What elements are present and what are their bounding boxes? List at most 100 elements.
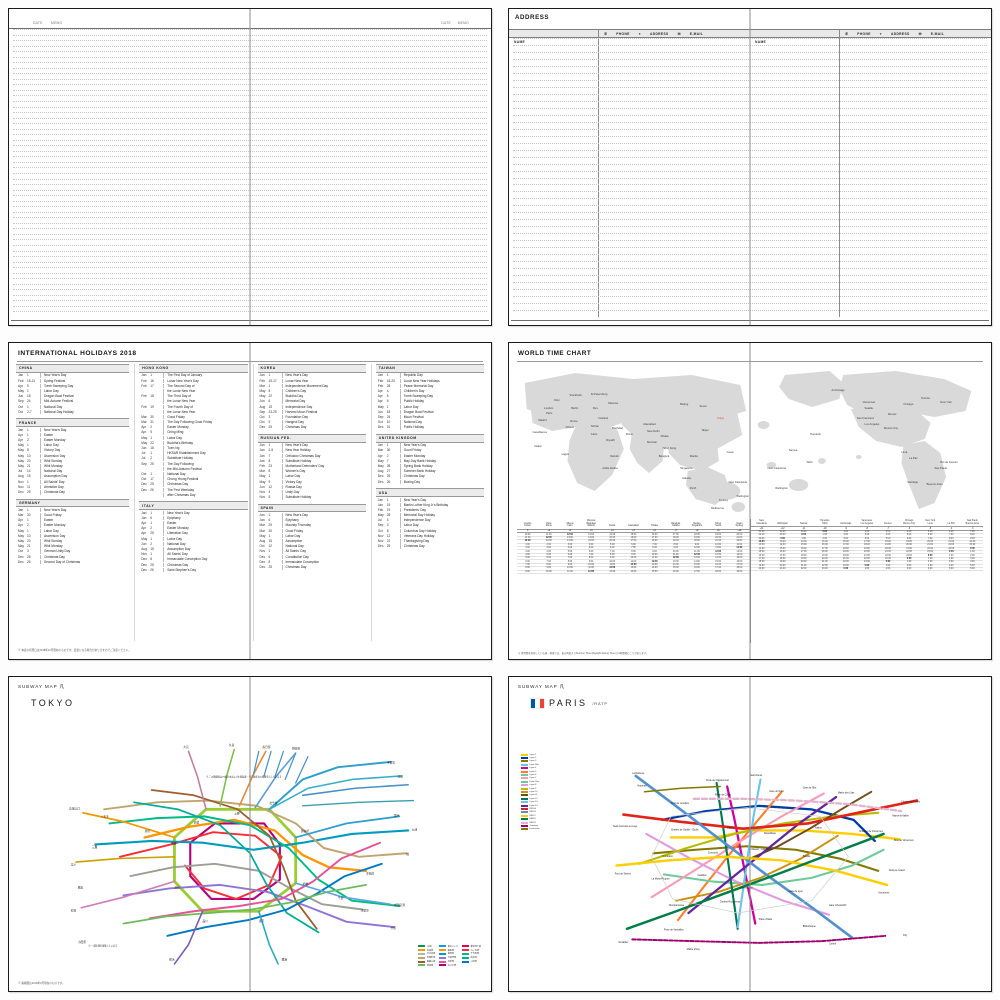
address-rule-line[interactable] (513, 44, 987, 46)
address-rule-line[interactable] (513, 65, 987, 67)
address-rule-line[interactable] (513, 233, 987, 235)
note-rule-line[interactable] (13, 95, 487, 97)
note-rule-line[interactable] (13, 78, 487, 80)
address-rule-line[interactable] (513, 296, 987, 298)
note-rule-line[interactable] (13, 245, 487, 246)
address-rule-line[interactable] (513, 191, 987, 193)
address-rule-line[interactable] (513, 121, 987, 123)
address-rule-line[interactable] (513, 184, 987, 186)
address-rule-line[interactable] (513, 149, 987, 151)
note-rule-line[interactable] (13, 206, 487, 208)
note-rule-line[interactable] (13, 89, 487, 91)
address-rule-line[interactable] (513, 226, 987, 228)
address-rule-line[interactable] (513, 261, 987, 263)
note-rule-line[interactable] (13, 300, 487, 302)
note-rule-line[interactable] (13, 67, 487, 69)
address-rule-line[interactable] (513, 86, 987, 88)
note-rule-line[interactable] (13, 139, 487, 141)
address-rule-line[interactable] (513, 289, 987, 291)
paris-subway-map[interactable]: Porte de Clignancourt Saint-Denis La Défe… (513, 725, 987, 971)
address-rule-line[interactable] (513, 282, 987, 284)
note-rule-line[interactable] (13, 34, 487, 36)
note-rule-line[interactable] (13, 195, 487, 197)
note-rule-line[interactable] (13, 51, 487, 53)
address-rule-line[interactable] (513, 268, 987, 270)
address-rule-line[interactable] (513, 254, 987, 256)
tokyo-subway-map[interactable]: 高尾山口 八王子 新宿 池袋 上野 北千住 錦糸町 船橋 千葉 品川 東京 渋谷 中野 三鷹 立川 … (13, 725, 487, 971)
address-rule-line[interactable] (513, 170, 987, 172)
address-rule-line[interactable] (513, 114, 987, 116)
note-rule-line[interactable] (13, 267, 487, 269)
note-rule-line[interactable] (13, 222, 487, 224)
note-rule-line[interactable] (13, 305, 487, 307)
note-rule-line[interactable] (13, 40, 487, 42)
note-rule-line[interactable] (13, 73, 487, 75)
address-rule-line[interactable] (513, 275, 987, 277)
note-rule-line[interactable] (13, 56, 487, 58)
timezone-cell: 10:00 (622, 556, 645, 561)
note-rule-line[interactable] (13, 228, 487, 230)
address-rule-line[interactable] (513, 72, 987, 74)
address-rule-line[interactable] (513, 212, 987, 214)
note-rule-line[interactable] (13, 106, 487, 108)
holiday-day: 29 (268, 523, 273, 528)
address-rule-line[interactable] (513, 163, 987, 165)
address-rule-line[interactable] (513, 198, 987, 200)
address-entry-rows[interactable] (509, 38, 991, 317)
note-rule-line[interactable] (13, 62, 487, 64)
timezone-cell: 9:00 (665, 546, 687, 551)
note-rule-line[interactable] (13, 128, 487, 130)
note-rule-line[interactable] (13, 45, 487, 47)
note-rule-line[interactable] (13, 261, 487, 263)
address-rule-line[interactable] (513, 100, 987, 102)
note-rule-line[interactable] (13, 134, 487, 136)
note-rule-line[interactable] (13, 29, 487, 30)
note-rule-line[interactable] (13, 217, 487, 219)
address-rule-line[interactable] (513, 135, 987, 137)
timezone-cell: 14:00 (601, 532, 623, 537)
address-rule-line[interactable] (513, 79, 987, 81)
note-rule-line[interactable] (13, 117, 487, 119)
note-rule-line[interactable] (13, 278, 487, 280)
note-rule-line[interactable] (13, 112, 487, 114)
address-rule-line[interactable] (513, 205, 987, 207)
address-rule-line[interactable] (513, 177, 987, 179)
address-rule-line[interactable] (513, 107, 987, 109)
note-rule-line[interactable] (13, 156, 487, 158)
note-rule-line[interactable] (13, 101, 487, 102)
note-rule-line[interactable] (13, 256, 487, 258)
address-rule-line[interactable] (513, 142, 987, 144)
note-rule-line[interactable] (13, 161, 487, 163)
note-rule-line[interactable] (13, 123, 487, 125)
address-rule-line[interactable] (513, 303, 987, 305)
address-rule-line[interactable] (513, 128, 987, 130)
note-rule-line[interactable] (13, 250, 487, 252)
note-rule-line[interactable] (13, 167, 487, 169)
holiday-day: 15-21 (27, 378, 36, 383)
note-rule-line[interactable] (13, 189, 487, 191)
note-rule-line[interactable] (13, 211, 487, 213)
note-rule-line[interactable] (13, 311, 487, 313)
address-rule-line[interactable] (513, 93, 987, 95)
note-rule-line[interactable] (13, 84, 487, 86)
note-rule-line[interactable] (13, 184, 487, 186)
note-rule-line[interactable] (13, 178, 487, 180)
address-rule-line[interactable] (513, 310, 987, 312)
address-rule-line[interactable] (513, 219, 987, 221)
note-rule-line[interactable] (13, 272, 487, 274)
note-rule-line[interactable] (13, 173, 487, 174)
note-rule-line[interactable] (13, 239, 487, 241)
address-rule-line[interactable] (513, 247, 987, 249)
address-rule-line[interactable] (513, 38, 987, 39)
note-rule-line[interactable] (13, 289, 487, 291)
note-rule-line[interactable] (13, 145, 487, 147)
note-rule-line[interactable] (13, 150, 487, 152)
note-rule-line[interactable] (13, 283, 487, 285)
address-rule-line[interactable] (513, 51, 987, 53)
note-rule-line[interactable] (13, 294, 487, 296)
note-rule-line[interactable] (13, 233, 487, 235)
address-rule-line[interactable] (513, 156, 987, 158)
address-rule-line[interactable] (513, 240, 987, 242)
note-rule-line[interactable] (13, 200, 487, 202)
address-rule-line[interactable] (513, 58, 987, 60)
